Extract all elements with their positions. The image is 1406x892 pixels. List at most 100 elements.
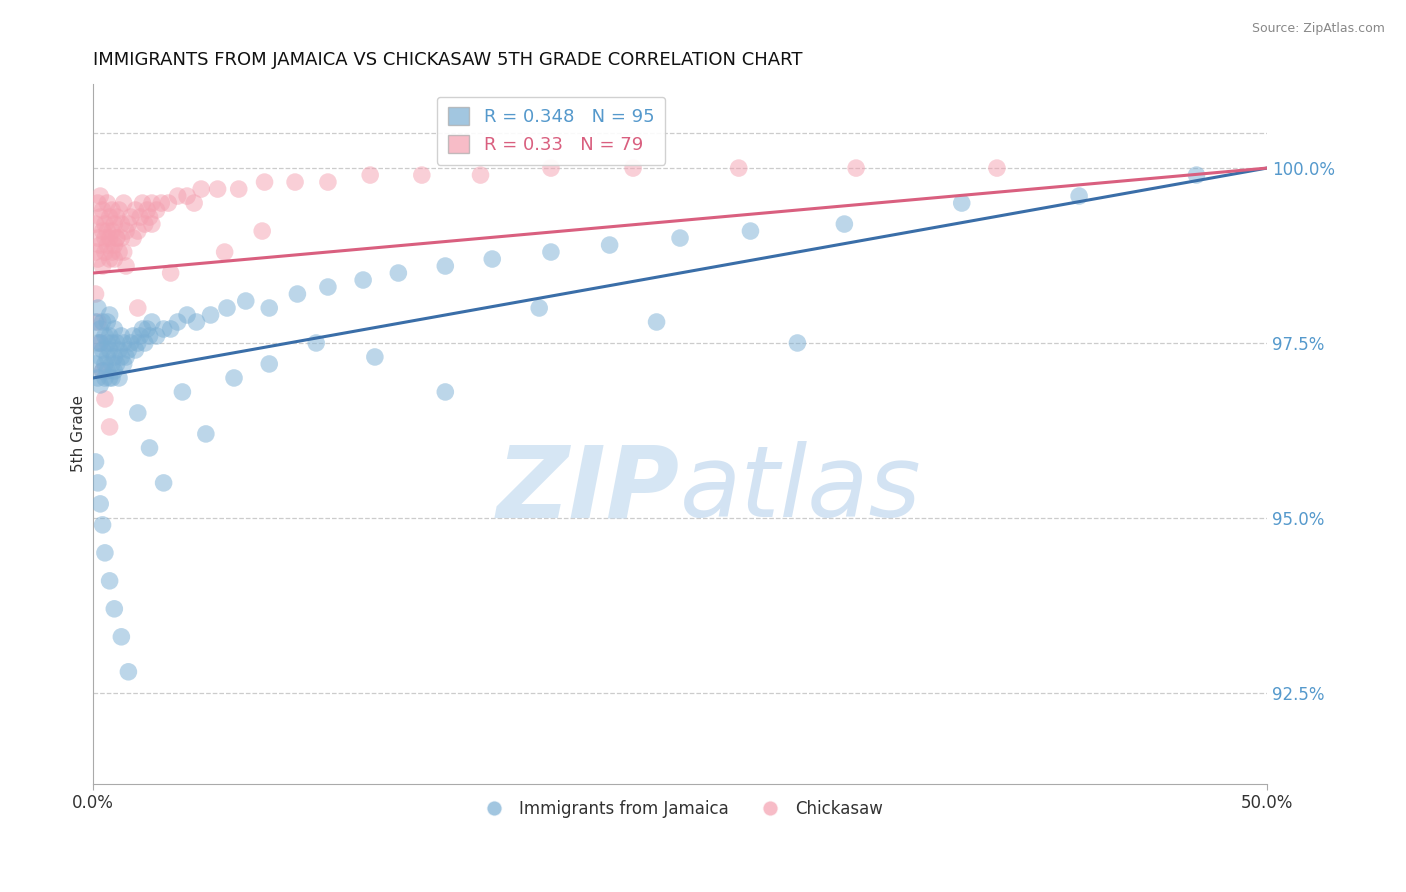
Point xyxy=(359,168,381,182)
Point xyxy=(89,378,111,392)
Point xyxy=(540,161,562,175)
Point xyxy=(152,475,174,490)
Point xyxy=(727,161,749,175)
Point xyxy=(98,231,121,245)
Point xyxy=(352,273,374,287)
Point xyxy=(166,189,188,203)
Point xyxy=(87,336,110,351)
Point xyxy=(186,315,208,329)
Point xyxy=(115,224,138,238)
Point xyxy=(91,224,114,238)
Point xyxy=(112,336,135,351)
Point xyxy=(89,189,111,203)
Point xyxy=(98,343,121,357)
Point xyxy=(190,182,212,196)
Point xyxy=(89,350,111,364)
Point xyxy=(103,217,125,231)
Point xyxy=(124,202,146,217)
Point xyxy=(986,161,1008,175)
Point xyxy=(98,252,121,266)
Text: atlas: atlas xyxy=(681,442,922,539)
Point xyxy=(89,336,111,351)
Point xyxy=(122,329,145,343)
Point xyxy=(101,336,124,351)
Point xyxy=(228,182,250,196)
Point xyxy=(87,231,110,245)
Point xyxy=(94,231,117,245)
Point xyxy=(136,202,159,217)
Point xyxy=(84,287,107,301)
Point xyxy=(98,210,121,224)
Text: Source: ZipAtlas.com: Source: ZipAtlas.com xyxy=(1251,22,1385,36)
Point xyxy=(108,202,131,217)
Point xyxy=(257,301,280,315)
Point xyxy=(387,266,409,280)
Point xyxy=(84,245,107,260)
Point xyxy=(87,196,110,211)
Point xyxy=(131,322,153,336)
Text: ZIP: ZIP xyxy=(498,442,681,539)
Legend: Immigrants from Jamaica, Chickasaw: Immigrants from Jamaica, Chickasaw xyxy=(471,793,890,824)
Point xyxy=(176,308,198,322)
Point xyxy=(176,189,198,203)
Point xyxy=(127,406,149,420)
Point xyxy=(98,574,121,588)
Point xyxy=(94,371,117,385)
Point xyxy=(215,301,238,315)
Point xyxy=(669,231,692,245)
Point xyxy=(108,245,131,260)
Point xyxy=(222,371,245,385)
Point xyxy=(145,329,167,343)
Point xyxy=(786,336,808,351)
Point xyxy=(96,224,118,238)
Point xyxy=(235,293,257,308)
Point xyxy=(89,336,111,351)
Point xyxy=(127,224,149,238)
Point xyxy=(87,301,110,315)
Point xyxy=(141,217,163,231)
Point xyxy=(89,238,111,252)
Point xyxy=(87,475,110,490)
Point xyxy=(94,329,117,343)
Point xyxy=(115,259,138,273)
Point xyxy=(141,196,163,211)
Point xyxy=(527,301,550,315)
Point xyxy=(316,175,339,189)
Point xyxy=(101,245,124,260)
Point xyxy=(284,175,307,189)
Point xyxy=(172,384,194,399)
Point xyxy=(103,238,125,252)
Point xyxy=(127,336,149,351)
Point xyxy=(87,315,110,329)
Point xyxy=(159,322,181,336)
Point xyxy=(101,224,124,238)
Point xyxy=(364,350,387,364)
Point xyxy=(96,336,118,351)
Point xyxy=(96,196,118,211)
Point xyxy=(84,455,107,469)
Point xyxy=(105,231,128,245)
Point xyxy=(112,245,135,260)
Point xyxy=(138,329,160,343)
Point xyxy=(108,343,131,357)
Point xyxy=(131,196,153,211)
Point xyxy=(481,252,503,266)
Point xyxy=(91,343,114,357)
Point xyxy=(316,280,339,294)
Point xyxy=(305,336,328,351)
Point xyxy=(152,322,174,336)
Point xyxy=(110,630,132,644)
Point xyxy=(105,231,128,245)
Point xyxy=(136,322,159,336)
Point xyxy=(105,210,128,224)
Point xyxy=(740,224,762,238)
Point xyxy=(1185,168,1208,182)
Point xyxy=(98,329,121,343)
Point xyxy=(434,259,457,273)
Point xyxy=(120,210,142,224)
Point xyxy=(94,217,117,231)
Point xyxy=(103,322,125,336)
Point xyxy=(108,371,131,385)
Point xyxy=(166,315,188,329)
Point xyxy=(434,384,457,399)
